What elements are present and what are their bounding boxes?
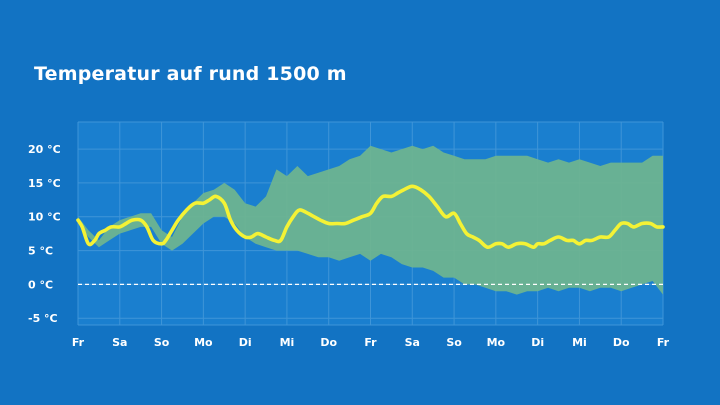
x-tick-label: Fr xyxy=(72,336,85,349)
y-tick-label: 10 °C xyxy=(28,211,61,224)
y-tick-label: 0 °C xyxy=(28,278,53,291)
y-tick-label: 5 °C xyxy=(28,245,53,258)
x-axis-ticks: Fr Sa So Mo Di Mi Do Fr Sa So Mo Di Mi Do Fr xyxy=(72,336,670,349)
x-tick-label: Fr xyxy=(657,336,670,349)
x-tick-label: Sa xyxy=(112,336,127,349)
x-tick-label: Mi xyxy=(280,336,295,349)
x-tick-label: So xyxy=(154,336,170,349)
x-tick-label: Mi xyxy=(572,336,587,349)
y-tick-label: 15 °C xyxy=(28,177,61,190)
y-tick-label: 20 °C xyxy=(28,143,61,156)
x-tick-label: Mo xyxy=(487,336,506,349)
x-tick-label: So xyxy=(446,336,462,349)
x-tick-label: Fr xyxy=(364,336,377,349)
x-tick-label: Di xyxy=(531,336,544,349)
ensemble-band-area xyxy=(78,145,663,295)
x-tick-label: Sa xyxy=(405,336,420,349)
x-tick-label: Do xyxy=(320,336,337,349)
x-tick-label: Di xyxy=(239,336,252,349)
y-axis-ticks: 20 °C 15 °C 10 °C 5 °C 0 °C -5 °C xyxy=(28,143,61,325)
mean-series xyxy=(76,184,665,250)
ensemble-band xyxy=(78,145,663,295)
chart-title: Temperatur auf rund 1500 m xyxy=(34,63,347,85)
mean-temperature-line xyxy=(76,184,665,250)
x-tick-label: Mo xyxy=(194,336,213,349)
x-tick-label: Do xyxy=(613,336,630,349)
y-tick-label: -5 °C xyxy=(28,312,58,325)
